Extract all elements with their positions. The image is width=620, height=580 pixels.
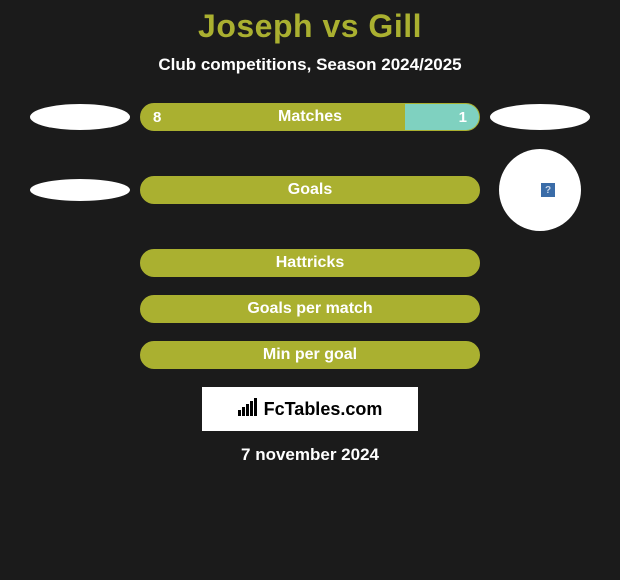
- stat-label: Goals per match: [247, 300, 372, 318]
- avatar-left-1: [30, 104, 130, 130]
- stat-rows: Hattricks Goals per match Min per goal: [140, 249, 480, 369]
- question-icon: ?: [541, 183, 555, 197]
- matches-label: Matches: [141, 108, 479, 126]
- placeholder-icon: [490, 104, 590, 130]
- avatar-left-2: [30, 179, 130, 201]
- matches-bar-area: 8 Matches 1: [140, 103, 480, 131]
- placeholder-icon: [30, 104, 130, 130]
- placeholder-icon: [30, 179, 130, 201]
- matches-bar: 8 Matches 1: [140, 103, 480, 131]
- avatar-right-2: ?: [490, 149, 590, 231]
- date-text: 7 november 2024: [0, 445, 620, 465]
- matches-row: 8 Matches 1: [0, 103, 620, 131]
- stat-label: Hattricks: [276, 254, 344, 272]
- goals-bar-area: Goals: [140, 176, 480, 204]
- chart-bars-icon: [238, 398, 260, 421]
- brand-logo: FcTables.com: [238, 398, 383, 421]
- stat-label: Goals: [288, 181, 332, 199]
- matches-right-value: 1: [459, 109, 467, 126]
- stat-label: Min per goal: [263, 346, 357, 364]
- stat-bar-goals: Goals: [140, 176, 480, 204]
- avatar-unknown: ?: [499, 149, 581, 231]
- brand-logo-box[interactable]: FcTables.com: [202, 387, 418, 431]
- stat-bar-gpm: Goals per match: [140, 295, 480, 323]
- goals-row: Goals ?: [0, 149, 620, 231]
- stat-bar-hattricks: Hattricks: [140, 249, 480, 277]
- page-title: Joseph vs Gill: [0, 8, 620, 45]
- avatar-right-1: [490, 104, 590, 130]
- page-subtitle: Club competitions, Season 2024/2025: [0, 55, 620, 75]
- brand-text: FcTables.com: [264, 399, 383, 420]
- widget-container: Joseph vs Gill Club competitions, Season…: [0, 0, 620, 465]
- stat-bar-mpg: Min per goal: [140, 341, 480, 369]
